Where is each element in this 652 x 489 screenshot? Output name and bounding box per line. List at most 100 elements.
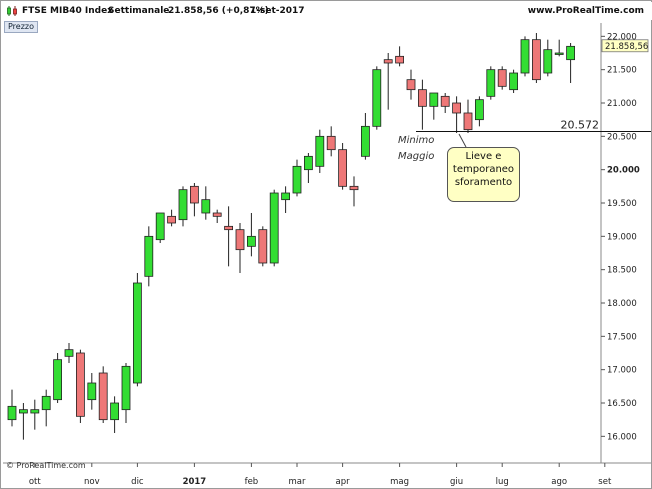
site-link[interactable]: www.ProRealTime.com [527, 6, 644, 16]
price-tick-label: 17.000 [607, 366, 637, 376]
candle [201, 186, 211, 220]
candle [212, 209, 222, 223]
annotation-text: Maggio [398, 151, 434, 162]
candle [452, 96, 462, 133]
candlestick-icon [7, 6, 17, 16]
candle-body [406, 79, 416, 91]
time-tick-label: nov [84, 477, 100, 487]
candle [18, 403, 28, 440]
candle [315, 129, 325, 173]
candle [132, 273, 142, 387]
candle-body [235, 229, 245, 251]
candle-body [110, 402, 119, 421]
candle [121, 363, 131, 423]
candle-body [246, 235, 256, 247]
price-tick-label: 16.500 [607, 399, 637, 409]
candle-body [429, 92, 439, 107]
price-tick-label: 20.500 [607, 132, 637, 142]
candle-body [383, 59, 393, 64]
callout-line: sforamento [454, 177, 513, 188]
candle [463, 99, 473, 133]
time-tick-label: lug [496, 477, 509, 487]
candle-body [189, 185, 199, 204]
annotation-callout: Lieve e temporaneo sforamento [447, 147, 520, 202]
time-tick-label: ago [551, 477, 567, 487]
candle [235, 223, 245, 273]
candle [486, 66, 496, 100]
price-tick-label: 17.500 [607, 332, 637, 342]
candle-body [509, 72, 519, 91]
callout-line: Lieve e [465, 151, 502, 162]
candle [178, 186, 188, 227]
price-panel-label[interactable]: Prezzo [4, 21, 39, 33]
candle-body [360, 125, 370, 157]
candle [338, 143, 348, 190]
callout-line: temporaneo [452, 164, 515, 175]
candle [360, 113, 370, 160]
time-tick-label: feb [245, 477, 259, 487]
last-price-label: 21.858,56 [605, 42, 648, 52]
price-tick-label: 19.500 [607, 199, 637, 209]
candle [554, 39, 564, 57]
candle-body [452, 102, 462, 114]
candle [429, 92, 439, 120]
candle [532, 33, 541, 83]
grid-lines [3, 23, 651, 464]
price-tick-label: 21.500 [607, 66, 637, 76]
annotations: 20.572 Minimo Maggio 21.858,56 [398, 39, 651, 162]
time-tick-label: mar [289, 477, 306, 487]
price-tick-label: 19.000 [607, 232, 637, 242]
candle-body [338, 149, 348, 187]
candle-body [30, 409, 40, 414]
candle-body [155, 212, 165, 241]
candle [303, 153, 313, 183]
time-tick-label: set [598, 477, 612, 487]
candle [520, 36, 530, 77]
candle [292, 159, 302, 197]
time-tick-label: apr [336, 477, 351, 487]
price-tick-label: 16.000 [607, 432, 637, 442]
candle-body [281, 192, 291, 201]
price-tick-label: 20.000 [607, 166, 640, 176]
candle-body [326, 135, 336, 151]
candle-body [167, 215, 177, 224]
candle [167, 209, 177, 227]
candle-body [178, 189, 188, 221]
candle [372, 66, 382, 130]
candle [497, 66, 507, 90]
candle [87, 373, 97, 410]
candle-body [395, 55, 405, 64]
candle [30, 399, 40, 430]
candle [144, 226, 154, 287]
candle [224, 206, 234, 267]
time-tick-label: dic [131, 477, 144, 487]
candle-body [258, 229, 268, 264]
price-tick-label: 21.000 [607, 99, 637, 109]
time-tick-label: ott [29, 477, 42, 487]
instrument-title: FTSE MIB40 Index [22, 6, 113, 16]
candle-body [7, 405, 17, 421]
candle [395, 46, 405, 67]
candle-body [121, 365, 131, 411]
candle [383, 53, 393, 110]
candle-body [474, 99, 484, 121]
candle-body [520, 39, 530, 74]
candle-body [303, 155, 313, 171]
candle [406, 69, 416, 100]
candle [246, 213, 256, 257]
candle-body [98, 372, 108, 421]
candle [53, 353, 62, 403]
chart-header: FTSE MIB40 Index Settimanale 21.858,56 (… [2, 2, 652, 20]
candle [110, 396, 119, 433]
time-tick-label: mag [390, 477, 409, 487]
candle [64, 343, 74, 363]
candle-body [212, 212, 222, 217]
callout-pointer [458, 133, 467, 148]
annotation-text: Minimo [398, 135, 434, 146]
time-axis: ott nov dic 2017 feb mar apr mag giu lug ago set [29, 463, 612, 487]
candle-body [41, 395, 51, 411]
candle [326, 126, 336, 157]
candle [474, 96, 484, 127]
